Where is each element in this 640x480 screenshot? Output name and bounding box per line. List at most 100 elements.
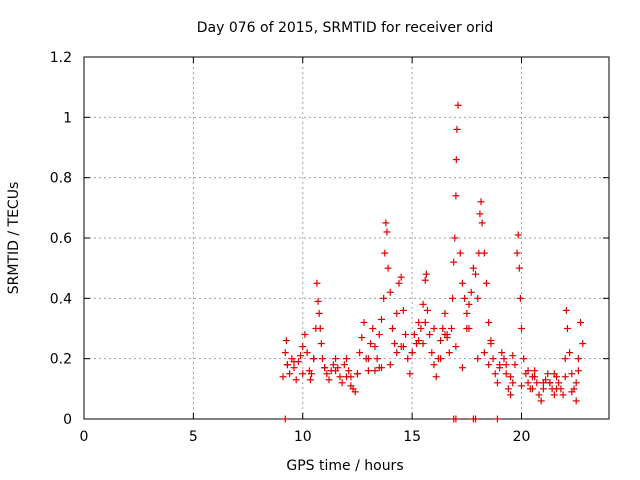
- data-point: [306, 376, 314, 384]
- data-point: [369, 325, 377, 332]
- data-point: [574, 355, 582, 363]
- data-point: [474, 355, 482, 363]
- data-point: [568, 370, 576, 378]
- data-point: [292, 376, 300, 384]
- data-point: [281, 415, 289, 423]
- data-point: [375, 331, 383, 339]
- data-point: [463, 309, 471, 317]
- y-tick-label: 0: [63, 412, 72, 428]
- data-point: [329, 361, 337, 369]
- data-point: [448, 325, 455, 332]
- data-point: [391, 340, 399, 348]
- data-point: [364, 355, 372, 363]
- data-point: [381, 249, 389, 257]
- data-point: [577, 318, 585, 326]
- data-point: [299, 343, 307, 351]
- data-point: [417, 325, 425, 332]
- x-tick-label: 10: [294, 429, 312, 445]
- data-point: [493, 379, 501, 387]
- data-point: [528, 385, 536, 393]
- data-point: [509, 379, 517, 387]
- data-point: [353, 370, 361, 378]
- data-point: [483, 279, 490, 287]
- data-point: [388, 325, 396, 332]
- data-point: [502, 370, 510, 378]
- data-point: [456, 249, 464, 257]
- data-point: [441, 309, 449, 317]
- data-point: [393, 309, 401, 317]
- chart-title: Day 076 of 2015, SRMTID for receiver ori…: [197, 20, 494, 36]
- data-point: [367, 340, 375, 348]
- data-point: [323, 370, 331, 378]
- data-point: [364, 367, 372, 375]
- data-point: [472, 270, 480, 278]
- data-point: [531, 373, 539, 381]
- data-point: [555, 379, 563, 387]
- x-axis-label: GPS time / hours: [286, 458, 403, 474]
- data-point: [516, 294, 524, 302]
- data-point: [562, 306, 570, 314]
- y-tick-label: 0.6: [50, 231, 72, 247]
- data-point: [476, 210, 484, 218]
- data-point: [453, 125, 461, 133]
- data-point: [321, 364, 329, 372]
- data-point: [386, 361, 394, 369]
- data-point: [373, 355, 381, 363]
- data-point: [423, 306, 431, 314]
- data-point: [487, 337, 495, 345]
- data-point: [509, 352, 517, 360]
- data-point: [383, 228, 391, 236]
- y-tick-label: 0.4: [50, 291, 72, 307]
- data-point: [454, 101, 462, 109]
- data-point: [533, 379, 541, 387]
- data-point: [493, 415, 501, 423]
- data-point: [397, 273, 405, 281]
- data-point: [336, 373, 344, 381]
- data-point: [415, 318, 423, 326]
- data-point: [437, 337, 445, 345]
- data-point: [485, 318, 493, 326]
- data-point: [520, 355, 528, 363]
- y-axis-label: SRMTID / TECUs: [6, 182, 22, 295]
- data-point: [504, 385, 512, 393]
- data-point: [402, 331, 410, 339]
- data-point: [345, 367, 353, 375]
- data-point: [421, 318, 429, 326]
- data-point: [518, 382, 525, 390]
- data-point: [474, 294, 482, 302]
- data-point: [332, 367, 340, 375]
- data-point: [478, 219, 486, 227]
- data-point: [406, 370, 414, 378]
- data-point: [421, 276, 429, 284]
- data-point: [290, 364, 298, 372]
- data-point: [395, 279, 403, 287]
- data-point: [325, 376, 333, 384]
- data-point: [507, 373, 515, 381]
- data-point: [566, 349, 574, 357]
- data-point: [531, 367, 539, 375]
- data-point: [572, 379, 580, 387]
- data-point: [579, 340, 587, 348]
- data-point: [422, 270, 430, 278]
- data-point: [559, 391, 567, 399]
- data-point: [452, 192, 460, 200]
- data-point: [393, 349, 401, 357]
- x-tick-label: 15: [403, 429, 421, 445]
- data-point: [539, 385, 547, 393]
- data-point: [498, 349, 506, 357]
- data-point: [458, 279, 466, 287]
- data-point: [518, 325, 525, 332]
- data-point: [463, 325, 471, 332]
- data-point: [451, 234, 459, 242]
- data-point: [445, 349, 453, 357]
- data-point: [465, 300, 473, 308]
- data-point: [450, 258, 458, 266]
- data-point: [467, 288, 475, 296]
- data-point: [437, 355, 445, 363]
- data-point: [485, 361, 493, 369]
- data-point: [502, 361, 510, 369]
- data-point: [316, 325, 324, 332]
- data-point: [419, 340, 427, 348]
- data-point: [461, 294, 469, 302]
- data-point: [561, 373, 569, 381]
